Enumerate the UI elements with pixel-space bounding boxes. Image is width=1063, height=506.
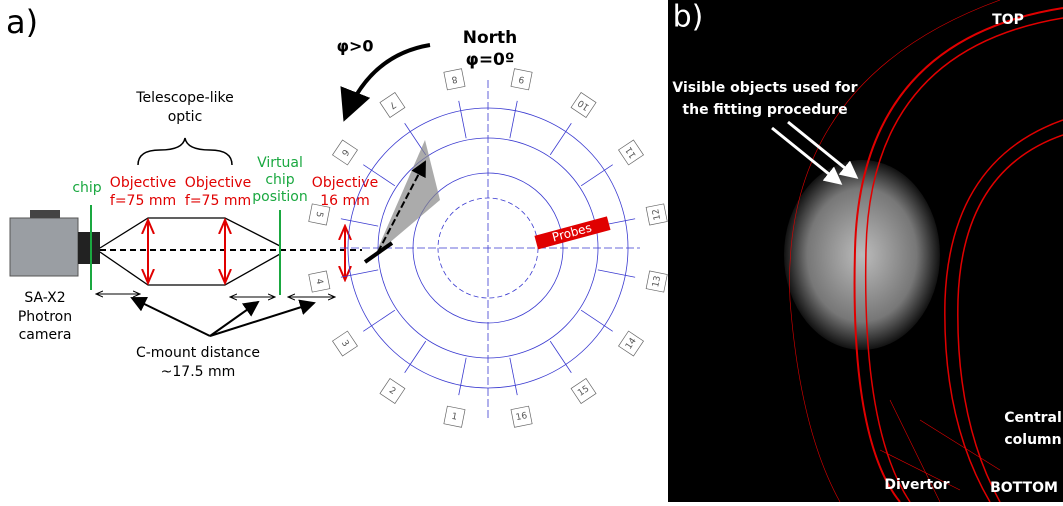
camera-label: SA-X2 xyxy=(24,290,65,306)
port-number: 7 xyxy=(387,99,397,111)
panel-label: b) xyxy=(673,0,704,35)
port-number: 12 xyxy=(651,208,663,221)
figure: a) Telescope-like optic chip Objective f… xyxy=(0,0,1063,502)
brace xyxy=(138,138,232,165)
port-number: 16 xyxy=(515,411,528,423)
port-flange xyxy=(510,358,517,395)
annotation: Visible objects used for xyxy=(672,80,857,96)
rotation-arrow xyxy=(345,45,430,118)
cmount-label: C-mount distance xyxy=(136,345,260,361)
central-column-label: Central xyxy=(1004,410,1062,426)
port-number: 6 xyxy=(339,147,351,158)
telescope-label: Telescope-like xyxy=(135,90,233,106)
port-flange xyxy=(459,358,466,395)
port-number: 15 xyxy=(576,384,591,399)
objective-label: Objective xyxy=(110,175,176,191)
port-flange xyxy=(510,101,517,138)
port-number: 4 xyxy=(313,278,324,286)
telescope-label: optic xyxy=(168,109,203,125)
phi-label: φ>0 xyxy=(336,37,373,56)
port-number: 13 xyxy=(651,275,663,288)
objective-label: Objective xyxy=(185,175,251,191)
cmount-label: ~17.5 mm xyxy=(161,364,236,380)
port-flange xyxy=(459,101,466,138)
port-number: 14 xyxy=(624,336,639,351)
north-label: North xyxy=(463,28,518,48)
port-flange xyxy=(598,270,635,277)
central-column-label: column xyxy=(1004,432,1061,448)
port-number: 11 xyxy=(624,145,639,160)
panel-label: a) xyxy=(6,3,38,41)
distance-arrows xyxy=(96,294,335,336)
ray-lines xyxy=(100,218,280,285)
chip-label: chip xyxy=(72,180,101,196)
port-number: 9 xyxy=(518,73,526,84)
port-number: 10 xyxy=(576,97,591,112)
virtual-chip-label: chip xyxy=(265,172,294,188)
port-flange xyxy=(341,219,378,226)
objective-label: f=75 mm xyxy=(110,193,176,209)
bottom-label: BOTTOM xyxy=(990,480,1058,496)
camera-label: Photron xyxy=(18,309,72,325)
phi-zero-label: φ=0º xyxy=(466,50,515,70)
camera xyxy=(10,210,100,276)
port-number: 1 xyxy=(451,412,459,423)
divertor-label: Divertor xyxy=(884,477,949,493)
port-number: 8 xyxy=(450,73,458,84)
virtual-chip-label: position xyxy=(252,189,307,205)
objective-label: f=75 mm xyxy=(185,193,251,209)
objective-label: Objective xyxy=(312,175,378,191)
camera-label: camera xyxy=(19,327,72,343)
port-number: 5 xyxy=(313,211,324,219)
top-label: TOP xyxy=(992,12,1024,28)
annotation: the fitting procedure xyxy=(682,102,847,118)
port-number: 2 xyxy=(387,386,397,398)
port-number: 3 xyxy=(339,339,351,349)
virtual-chip-label: Virtual xyxy=(257,155,303,171)
probes-label: Probes xyxy=(551,221,594,245)
port-flange xyxy=(341,270,378,277)
